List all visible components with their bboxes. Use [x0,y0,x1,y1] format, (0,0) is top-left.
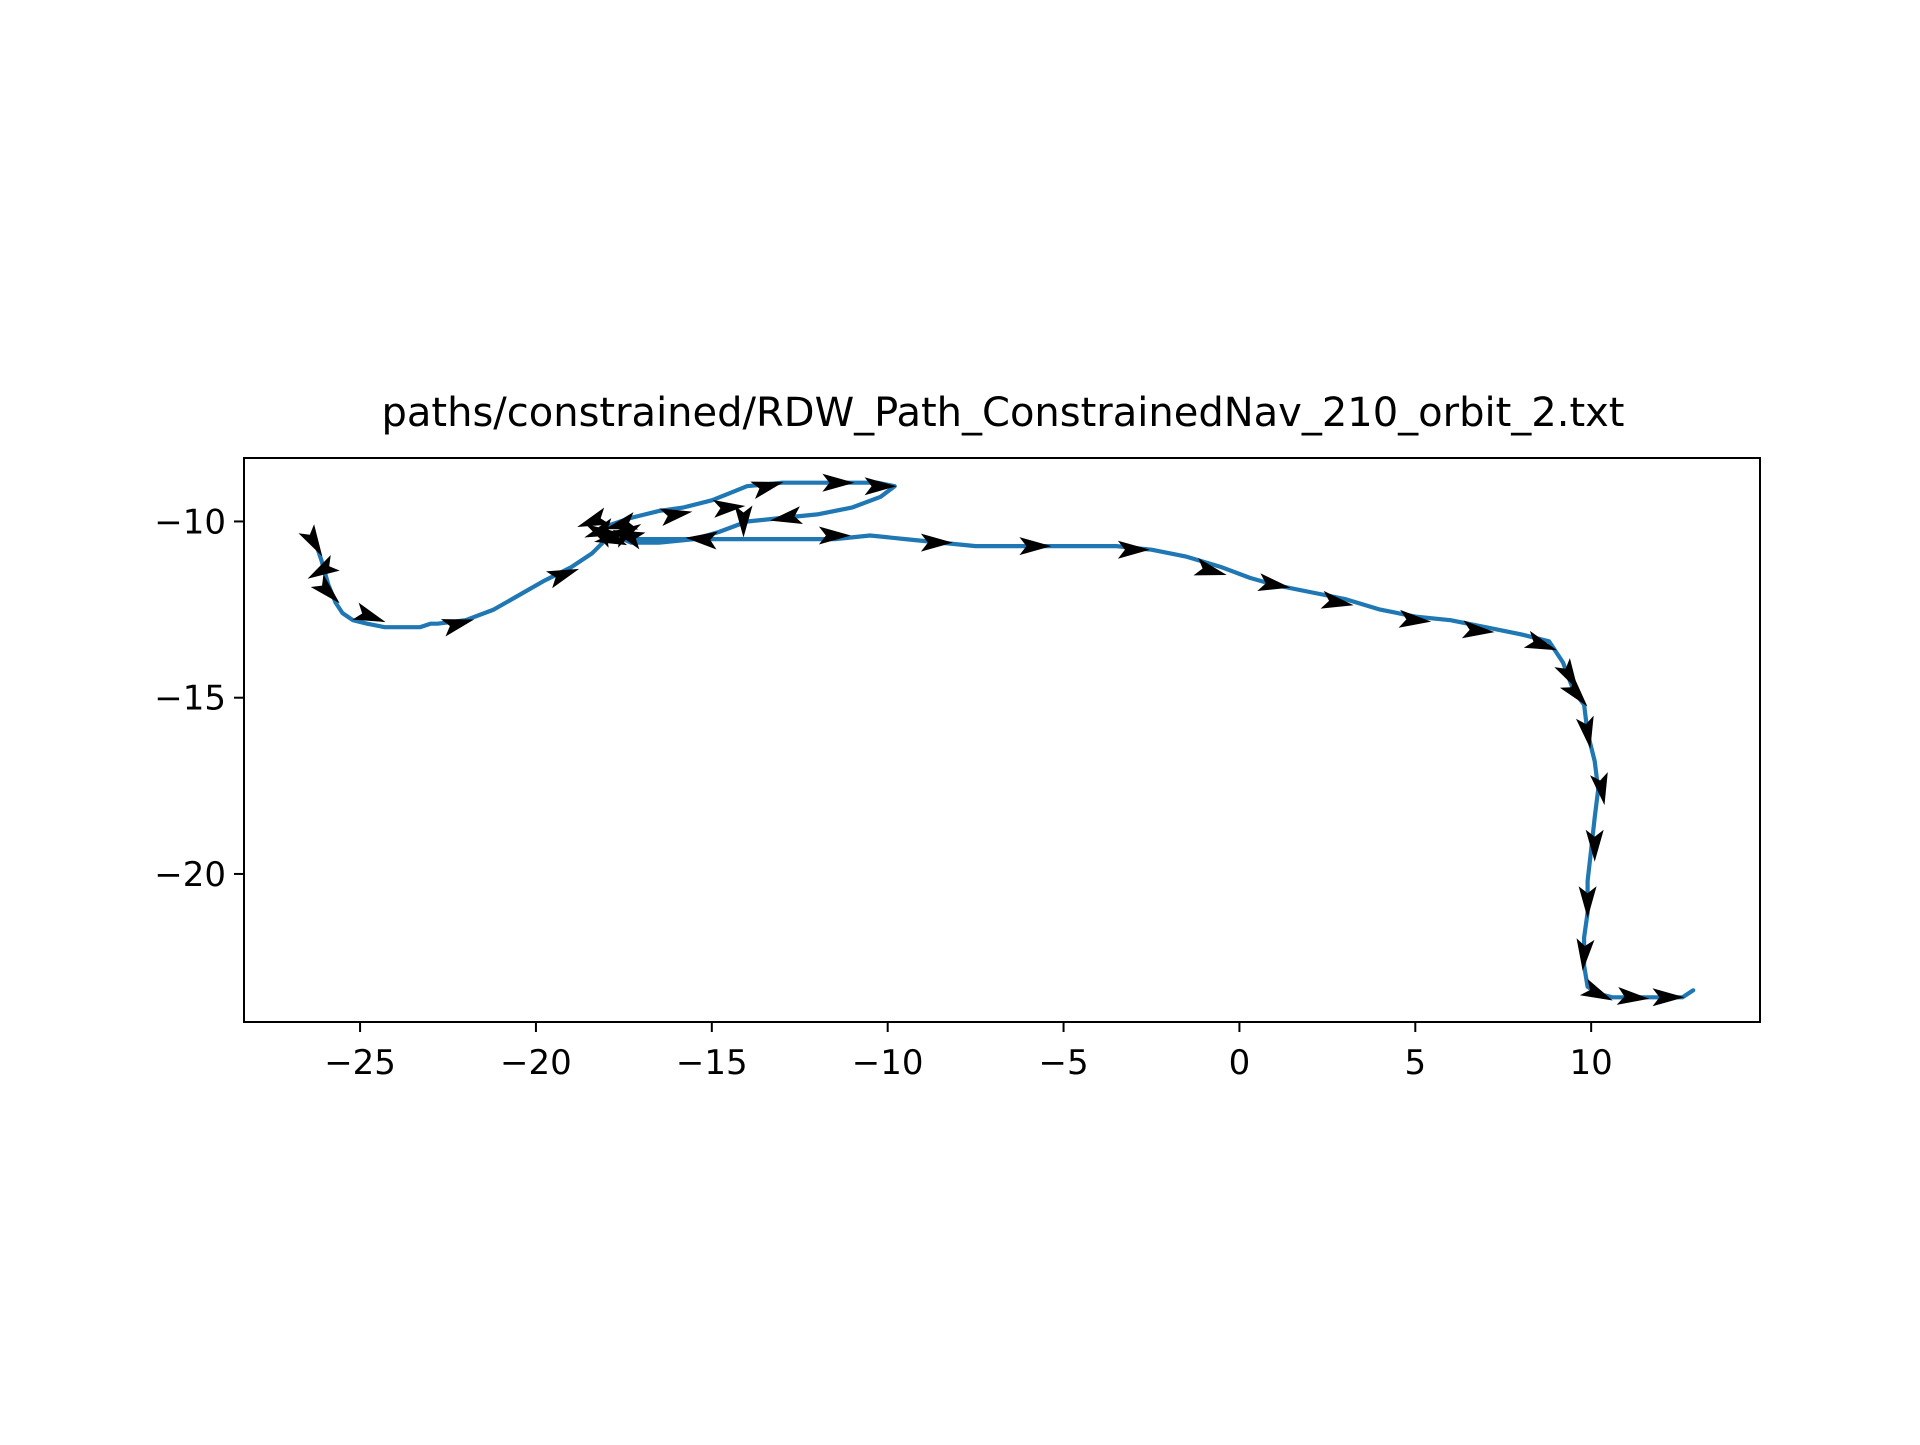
direction-arrow [604,512,639,530]
direction-arrow [307,555,340,579]
direction-arrow [298,524,323,557]
direction-arrow [1193,557,1227,576]
direction-arrow [440,619,475,637]
direction-arrow [577,507,611,527]
x-tick-label: −15 [676,1043,748,1083]
plot-frame [243,457,1761,1023]
direction-arrow [1578,886,1597,919]
direction-arrow [1019,537,1052,556]
plot-content [298,473,1696,1007]
direction-arrow [864,477,897,496]
plot-area [298,473,1696,1007]
direction-arrow [609,524,642,548]
direction-arrow [1559,676,1588,707]
direction-arrow [734,505,753,538]
direction-arrow [769,506,804,524]
y-tick-label: −20 [154,855,226,895]
direction-arrow [659,508,693,527]
direction-arrow [750,481,784,500]
direction-arrow [1554,658,1579,691]
direction-arrow [1257,573,1291,591]
direction-arrow [585,524,618,548]
x-tick-label: 5 [1404,1043,1426,1083]
direction-arrow [1579,978,1613,1001]
direction-arrow [822,473,855,492]
direction-arrow [1585,829,1604,862]
direction-arrow [712,499,746,518]
axes: −25 −20 −15 −10 −5 0 5 10 −10 −15 −20 [154,457,1761,1083]
direction-arrow [1398,609,1432,628]
direction-arrow [818,526,851,545]
direction-arrow [1576,938,1595,971]
x-tick-label: −20 [500,1043,572,1083]
x-tick-label: −5 [1038,1043,1088,1083]
direction-arrow [920,533,953,552]
direction-arrow [545,568,580,589]
direction-arrow [1616,986,1650,1005]
direction-arrow [1461,620,1495,639]
direction-arrow [352,602,386,623]
direction-arrow [310,574,340,604]
direction-arrow [1652,988,1685,1007]
direction-arrow [1575,715,1594,749]
chart-title: paths/constrained/RDW_Path_ConstrainedNa… [382,390,1625,436]
direction-arrow [1523,630,1557,651]
x-tick-label: 0 [1229,1043,1251,1083]
x-tick-label: 10 [1570,1043,1613,1083]
x-tick-label: −25 [324,1043,396,1083]
y-tick-label: −10 [154,502,226,542]
x-tick-label: −10 [852,1043,924,1083]
direction-arrow [1590,772,1608,806]
direction-arrow [685,531,719,550]
y-tick-label: −15 [154,679,226,719]
direction-arrow [1117,540,1150,559]
direction-arrow [1320,590,1354,609]
